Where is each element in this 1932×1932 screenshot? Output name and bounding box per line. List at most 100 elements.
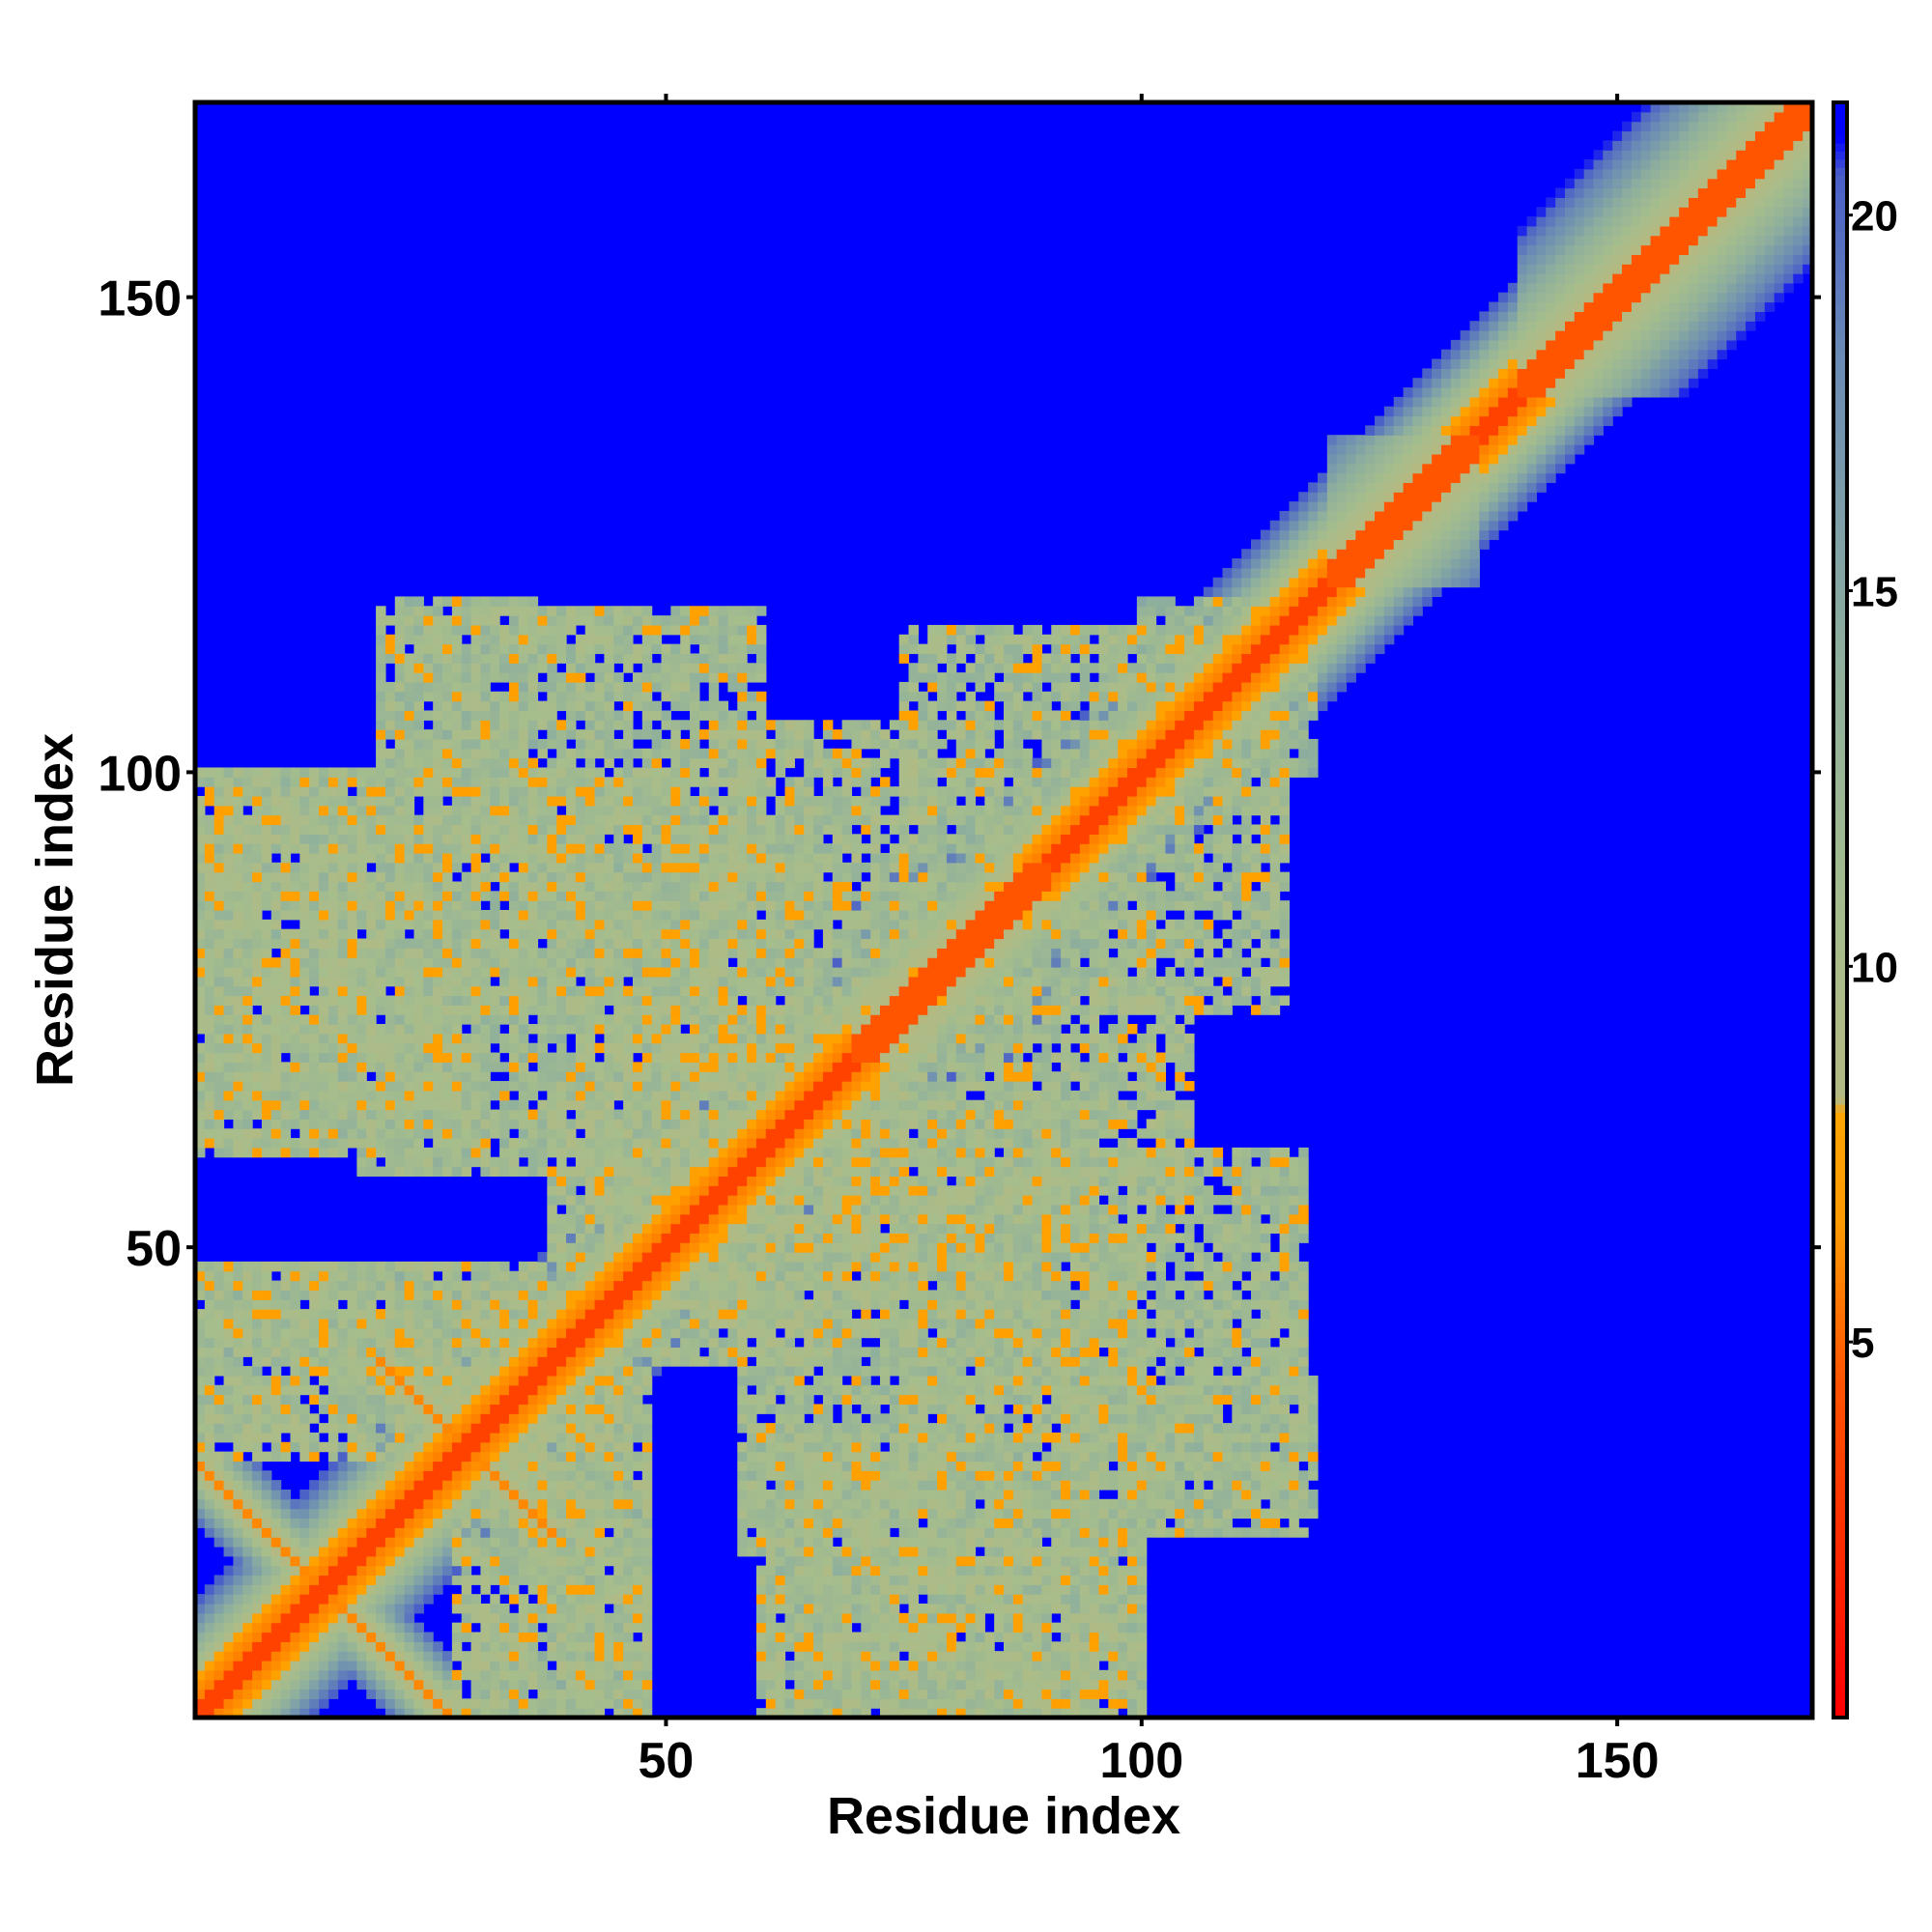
heatmap-cell [195,871,206,883]
heatmap-cell [270,1594,282,1605]
heatmap-cell [366,928,377,940]
heatmap-cell [423,1565,434,1577]
heatmap-cell [537,834,548,844]
heatmap-cell [461,1033,472,1044]
heatmap-cell [347,1081,357,1092]
heatmap-cell [213,900,225,911]
heatmap-cell [632,1081,643,1092]
heatmap-cell [404,1099,415,1111]
heatmap-cell [280,786,292,797]
heatmap-cell [641,1071,653,1082]
heatmap-cell [223,948,234,958]
heatmap-cell [195,1632,206,1642]
heatmap-cell [556,1413,567,1424]
heatmap-cell [223,1413,234,1424]
heatmap-cell [423,1280,434,1292]
heatmap-cell [566,1394,577,1406]
heatmap-cell [461,1299,472,1310]
heatmap-cell [423,624,434,636]
heatmap-cell [404,1575,415,1585]
heatmap-cell [632,814,643,826]
heatmap-cell [470,824,482,835]
heatmap-cell [470,1156,482,1168]
heatmap-cell [613,1451,624,1463]
heatmap-cell [366,1451,377,1463]
heatmap-cell [433,1128,443,1139]
heatmap-cell [195,1423,206,1434]
heatmap-cell [490,1347,500,1357]
heatmap-cell [195,805,206,816]
heatmap-cell [547,1299,557,1310]
heatmap-cell [470,720,482,730]
heatmap-cell [280,1138,292,1149]
heatmap-cell [594,1309,606,1320]
heatmap-cell [242,834,253,844]
heatmap-cell [613,1071,624,1082]
heatmap-cell [394,615,406,626]
heatmap-cell [204,1498,215,1510]
heatmap-cell [461,700,472,712]
heatmap-cell [337,843,349,854]
heatmap-cell [356,871,367,883]
heatmap-cell [327,1309,339,1320]
heatmap-cell [556,1480,567,1491]
heatmap-cell [499,985,510,997]
heatmap-cell [384,1147,396,1158]
heatmap-cell [527,663,539,673]
heatmap-cell [480,596,491,607]
heatmap-cell [433,1356,443,1367]
heatmap-cell [252,881,263,892]
heatmap-cell [547,919,557,930]
heatmap-cell [680,1223,691,1234]
heatmap-cell [319,957,329,968]
heatmap-cell [327,1575,339,1585]
heatmap-cell [508,1594,520,1605]
heatmap-cell [556,1299,567,1310]
heatmap-cell [480,1261,491,1272]
heatmap-cell [442,757,453,769]
heatmap-cell [584,757,596,769]
heatmap-cell [594,1071,606,1082]
heatmap-cell [566,805,577,816]
heatmap-cell [508,843,520,854]
heatmap-cell [518,1565,529,1577]
heatmap-cell [433,843,443,854]
heatmap-cell [376,1669,386,1681]
heatmap-cell [394,1062,406,1072]
heatmap-cell [223,1014,234,1025]
heatmap-cell [261,1603,272,1614]
heatmap-cell [233,1375,243,1386]
heatmap-cell [547,1575,557,1585]
heatmap-cell [556,1651,567,1662]
heatmap-cell [213,824,225,835]
heatmap-cell [213,1498,225,1510]
heatmap-cell [537,1565,548,1577]
heatmap-cell [356,1062,367,1072]
heatmap-cell [356,814,367,826]
heatmap-cell [376,976,386,987]
heatmap-cell [461,624,472,636]
heatmap-cell [451,1698,463,1709]
heatmap-cell [356,1299,367,1310]
heatmap-cell [195,1441,206,1453]
heatmap-cell [433,1451,443,1463]
heatmap-cell [442,1309,453,1320]
heatmap-cell [670,795,681,807]
heatmap-cell [566,767,577,778]
heatmap-cell [641,1252,653,1263]
heatmap-cell [461,1555,472,1567]
heatmap-cell [261,777,272,787]
heatmap-cell [433,767,443,778]
heatmap-cell [413,1309,424,1320]
heatmap-cell [470,1356,482,1367]
heatmap-cell [213,805,225,816]
heatmap-cell [366,1679,377,1690]
heatmap-cell [213,1537,225,1548]
heatmap-cell [641,967,653,978]
heatmap-cell [290,1555,300,1567]
heatmap-cell [433,786,443,797]
heatmap-cell [623,1366,634,1377]
heatmap-cell [413,843,424,854]
heatmap-cell [661,834,671,844]
heatmap-cell [270,824,282,835]
